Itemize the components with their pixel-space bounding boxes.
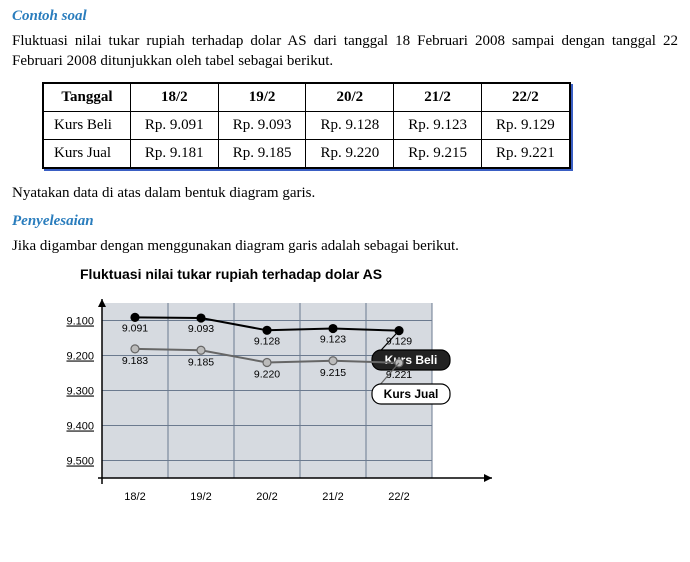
svg-text:9.215: 9.215 <box>320 367 346 379</box>
svg-text:9.128: 9.128 <box>254 335 280 347</box>
table-cell: Rp. 9.128 <box>306 111 394 139</box>
table-cell: Rp. 9.093 <box>218 111 306 139</box>
solution-paragraph: Jika digambar dengan menggunakan diagram… <box>12 236 678 256</box>
intro-paragraph: Fluktuasi nilai tukar rupiah terhadap do… <box>12 31 678 72</box>
exchange-rate-table: Tanggal 18/2 19/2 20/2 21/2 22/2 Kurs Be… <box>42 82 571 169</box>
svg-text:9.129: 9.129 <box>386 336 412 348</box>
svg-text:21/2: 21/2 <box>322 491 343 503</box>
table-cell: Rp. 9.123 <box>394 111 482 139</box>
svg-text:Kurs Jual: Kurs Jual <box>384 387 439 401</box>
table-cell: Rp. 9.185 <box>218 139 306 168</box>
svg-text:9.200: 9.200 <box>66 351 94 363</box>
heading-penyelesaian: Penyelesaian <box>12 213 678 230</box>
data-table-wrap: Tanggal 18/2 19/2 20/2 21/2 22/2 Kurs Be… <box>42 82 678 169</box>
svg-text:22/2: 22/2 <box>388 491 409 503</box>
svg-text:Kurs Beli: Kurs Beli <box>385 353 438 367</box>
svg-text:9.093: 9.093 <box>188 323 214 335</box>
svg-text:9.183: 9.183 <box>122 355 148 367</box>
svg-text:9.500: 9.500 <box>66 456 94 468</box>
table-cell: Rp. 9.221 <box>481 139 569 168</box>
row-label: Kurs Jual <box>43 139 130 168</box>
svg-text:20/2: 20/2 <box>256 491 277 503</box>
table-cell: Rp. 9.091 <box>130 111 218 139</box>
heading-contoh-soal: Contoh soal <box>12 8 678 25</box>
table-cell: Rp. 9.220 <box>306 139 394 168</box>
table-cell: Rp. 9.181 <box>130 139 218 168</box>
svg-text:9.185: 9.185 <box>188 356 214 368</box>
table-col-header: 19/2 <box>218 83 306 112</box>
table-cell: Rp. 9.129 <box>481 111 569 139</box>
table-row: Kurs Beli Rp. 9.091 Rp. 9.093 Rp. 9.128 … <box>43 111 570 139</box>
svg-text:19/2: 19/2 <box>190 491 211 503</box>
table-col-header: 21/2 <box>394 83 482 112</box>
svg-text:9.400: 9.400 <box>66 421 94 433</box>
table-header-row: Tanggal 18/2 19/2 20/2 21/2 22/2 <box>43 83 570 112</box>
chart-svg: 9.100 9.200 9.300 9.400 9.500 9.091 9.093 9.128… <box>32 288 512 518</box>
svg-text:9.300: 9.300 <box>66 386 94 398</box>
svg-text:9.220: 9.220 <box>254 369 280 381</box>
task-paragraph: Nyatakan data di atas dalam bentuk diagr… <box>12 183 678 203</box>
table-corner-label: Tanggal <box>43 83 130 112</box>
svg-text:18/2: 18/2 <box>124 491 145 503</box>
row-label: Kurs Beli <box>43 111 130 139</box>
table-col-header: 20/2 <box>306 83 394 112</box>
svg-text:9.123: 9.123 <box>320 334 346 346</box>
svg-text:9.091: 9.091 <box>122 322 148 334</box>
svg-text:9.221: 9.221 <box>386 369 412 381</box>
table-row: Kurs Jual Rp. 9.181 Rp. 9.185 Rp. 9.220 … <box>43 139 570 168</box>
table-col-header: 22/2 <box>481 83 569 112</box>
table-col-header: 18/2 <box>130 83 218 112</box>
table-cell: Rp. 9.215 <box>394 139 482 168</box>
chart-title: Fluktuasi nilai tukar rupiah terhadap do… <box>80 266 678 282</box>
svg-text:9.100: 9.100 <box>66 316 94 328</box>
line-chart: 9.100 9.200 9.300 9.400 9.500 9.091 9.093 9.128… <box>32 288 512 518</box>
